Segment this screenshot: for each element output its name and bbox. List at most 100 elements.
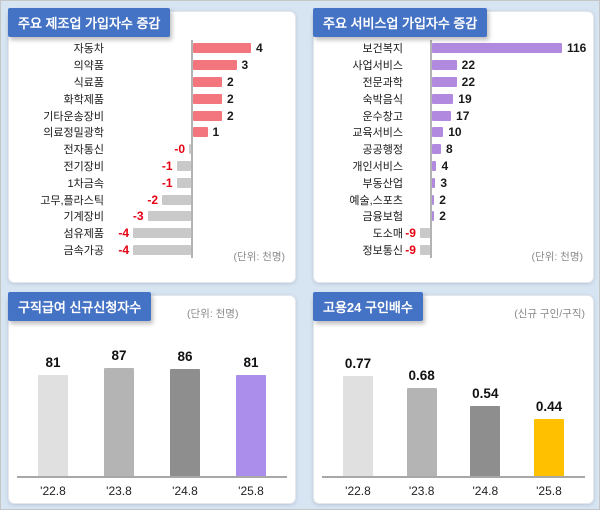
bar-row: 화학제품 2 <box>15 90 289 108</box>
bar <box>533 418 564 476</box>
bar-row: 1차금속 -1 <box>15 174 289 192</box>
negative-zone <box>408 90 430 107</box>
bar <box>193 43 251 54</box>
negative-zone <box>109 107 191 124</box>
bar <box>419 228 430 239</box>
value-label: 17 <box>456 108 470 123</box>
positive-zone: 8 <box>430 140 587 158</box>
bar-row: 섬유제품 -4 <box>15 224 289 242</box>
value-label: 3 <box>241 58 249 73</box>
bar <box>432 144 441 155</box>
category-label: 숙박음식 <box>362 93 403 106</box>
negative-zone <box>408 57 430 74</box>
negative-zone <box>109 40 191 57</box>
positive-zone: 2 <box>191 73 289 91</box>
bar <box>470 405 501 476</box>
value-label: 10 <box>448 125 462 140</box>
bar-column: 0.68 <box>396 368 448 476</box>
job-openings-ratio-panel: 고용24 구인배수 (신규 구인/구직) 0.77 0.68 0.54 0.44 '2… <box>313 292 594 504</box>
positive-zone: 10 <box>430 123 587 141</box>
unit-label: (신규 구인/구직) <box>514 308 585 320</box>
value-label: 22 <box>461 74 475 89</box>
bar <box>343 376 373 476</box>
positive-zone: 19 <box>430 90 587 108</box>
positive-zone: 3 <box>191 56 289 74</box>
bar-row: 전기장비 -1 <box>15 157 289 175</box>
services-panel: 주요 서비스업 가입자수 증감 보건복지 116 사업서비스 22 전문과학 22 숙박음식… <box>313 8 594 283</box>
negative-zone: -3 <box>109 208 191 225</box>
category-label: 정보통신 <box>362 244 403 257</box>
manufacturing-bar-chart: 자동차 4 의약품 3 식료품 2 화학제품 2 기타운송장비 2 의료정밀광학 1 전자통신 -0 전기장… <box>15 40 289 259</box>
bar-column: 0.44 <box>523 399 575 476</box>
positive-zone <box>191 224 289 242</box>
bar-row: 숙박음식 19 <box>320 90 587 108</box>
value-label: 4 <box>256 41 263 56</box>
value-label: 116 <box>567 41 587 56</box>
category-label: 화학제품 <box>63 93 104 106</box>
bar <box>176 177 191 188</box>
negative-zone: -1 <box>109 158 191 175</box>
manufacturing-panel: 주요 제조업 가입자수 증감 자동차 4 의약품 3 식료품 2 화학제품 2 기타운송장비 2 의… <box>8 8 296 283</box>
value-label: -4 <box>118 242 129 257</box>
x-axis-label: '22.8 <box>345 484 371 498</box>
bar-row: 자동차 4 <box>15 40 289 57</box>
category-label: 도소매 <box>372 228 403 241</box>
bar <box>432 127 444 138</box>
bar <box>104 368 134 476</box>
bar <box>432 93 454 104</box>
category-label: 교육서비스 <box>352 127 403 140</box>
bar <box>432 177 436 188</box>
bar-row: 개인서비스 4 <box>320 157 587 175</box>
negative-zone <box>408 158 430 175</box>
category-label: 자동차 <box>73 43 104 56</box>
value-label: -9 <box>405 226 416 241</box>
positive-zone <box>191 191 289 208</box>
value-label: 2 <box>227 91 234 106</box>
category-label: 식료품 <box>73 76 104 89</box>
bar <box>419 244 430 255</box>
positive-zone <box>430 224 587 242</box>
negative-zone <box>408 141 430 158</box>
services-bar-chart: 보건복지 116 사업서비스 22 전문과학 22 숙박음식 19 운수창고 17 교육서비스 10 공… <box>320 40 587 259</box>
bar <box>432 60 457 71</box>
bar <box>432 110 452 121</box>
category-label: 전자통신 <box>63 144 104 157</box>
bar-column: 87 <box>93 348 145 476</box>
negative-zone <box>408 74 430 91</box>
category-label: 금융보험 <box>362 211 403 224</box>
x-axis-label: '23.8 <box>106 484 132 498</box>
bar-row: 고무,플라스틱 -2 <box>15 191 289 208</box>
bar <box>133 244 191 255</box>
jobless-claims-bar-chart: 81 87 86 81 '22.8 '23.8 '24.8 '25.8 <box>17 332 287 498</box>
category-label: 섬유제품 <box>63 228 104 241</box>
bar <box>147 211 191 222</box>
positive-zone: 17 <box>430 107 587 124</box>
positive-zone: 22 <box>430 56 587 74</box>
negative-zone: -9 <box>405 242 430 259</box>
bar-row: 도소매 -9 <box>320 224 587 242</box>
bar-row: 식료품 2 <box>15 73 289 91</box>
bar <box>176 160 191 171</box>
unit-label: (단위: 천명) <box>187 308 239 320</box>
value-label: 0.77 <box>344 356 372 371</box>
category-label: 운수창고 <box>362 110 403 123</box>
negative-zone <box>408 174 430 191</box>
bar-row: 의약품 3 <box>15 56 289 74</box>
category-label: 전기장비 <box>63 160 104 173</box>
negative-zone <box>408 107 430 124</box>
bar-row: 부동산업 3 <box>320 174 587 192</box>
bar-column: 0.77 <box>332 356 384 476</box>
unit-label: (단위: 천명) <box>531 251 583 263</box>
value-label: 87 <box>111 348 127 363</box>
bar <box>236 375 266 476</box>
bar <box>432 76 457 87</box>
x-axis-label: '25.8 <box>238 484 264 498</box>
category-label: 부동산업 <box>362 177 403 190</box>
bar-row: 사업서비스 22 <box>320 56 587 74</box>
value-label: -0 <box>174 142 185 157</box>
positive-zone: 4 <box>191 40 289 57</box>
bar-row: 의료정밀광학 1 <box>15 123 289 141</box>
bar-row: 예술,스포츠 2 <box>320 191 587 208</box>
bar-column: 81 <box>27 355 79 476</box>
bar-row: 기타운송장비 2 <box>15 107 289 124</box>
